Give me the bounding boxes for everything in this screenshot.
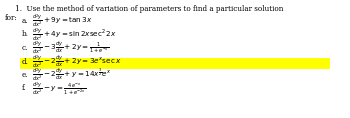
- Text: 1.  Use the method of variation of parameters to find a particular solution: 1. Use the method of variation of parame…: [15, 5, 284, 13]
- Text: $\frac{d^2y}{dx^2} - 3\frac{dy}{dx} + 2y = \frac{1}{1+e^{-x}}$: $\frac{d^2y}{dx^2} - 3\frac{dy}{dx} + 2y…: [32, 40, 109, 56]
- Text: f.: f.: [22, 84, 27, 93]
- Text: a.: a.: [22, 17, 28, 25]
- FancyBboxPatch shape: [20, 58, 330, 69]
- Text: e.: e.: [22, 71, 28, 79]
- Text: $\frac{d^2y}{dx^2} + 9y = \tan 3x$: $\frac{d^2y}{dx^2} + 9y = \tan 3x$: [32, 13, 93, 29]
- Text: for:: for:: [5, 14, 18, 22]
- Text: c.: c.: [22, 44, 28, 52]
- Text: $\frac{d^2y}{dx^2} + 4y = \sin 2x\sec^2 2x$: $\frac{d^2y}{dx^2} + 4y = \sin 2x\sec^2 …: [32, 26, 117, 43]
- Text: $\frac{d^2y}{dx^2} - y = \frac{4e^{-x}}{1+e^{-2x}}$: $\frac{d^2y}{dx^2} - y = \frac{4e^{-x}}{…: [32, 80, 86, 97]
- Text: b.: b.: [22, 30, 29, 38]
- Text: $\frac{d^2y}{dx^2} - 2\frac{dy}{dx} + 2y = 3e^x\sec x$: $\frac{d^2y}{dx^2} - 2\frac{dy}{dx} + 2y…: [32, 53, 121, 70]
- Text: d.: d.: [22, 57, 29, 65]
- Text: $\frac{d^2y}{dx^2} - 2\frac{dy}{dx} + y = 14x^{\frac{3}{2}}e^x$: $\frac{d^2y}{dx^2} - 2\frac{dy}{dx} + y …: [32, 67, 111, 83]
